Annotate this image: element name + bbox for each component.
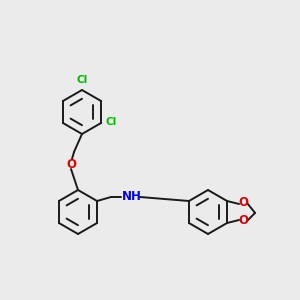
Text: NH: NH [122, 190, 142, 203]
Text: Cl: Cl [76, 75, 88, 85]
Text: O: O [66, 158, 76, 170]
Text: Cl: Cl [105, 117, 116, 127]
Text: O: O [238, 214, 248, 227]
Text: O: O [238, 196, 248, 209]
